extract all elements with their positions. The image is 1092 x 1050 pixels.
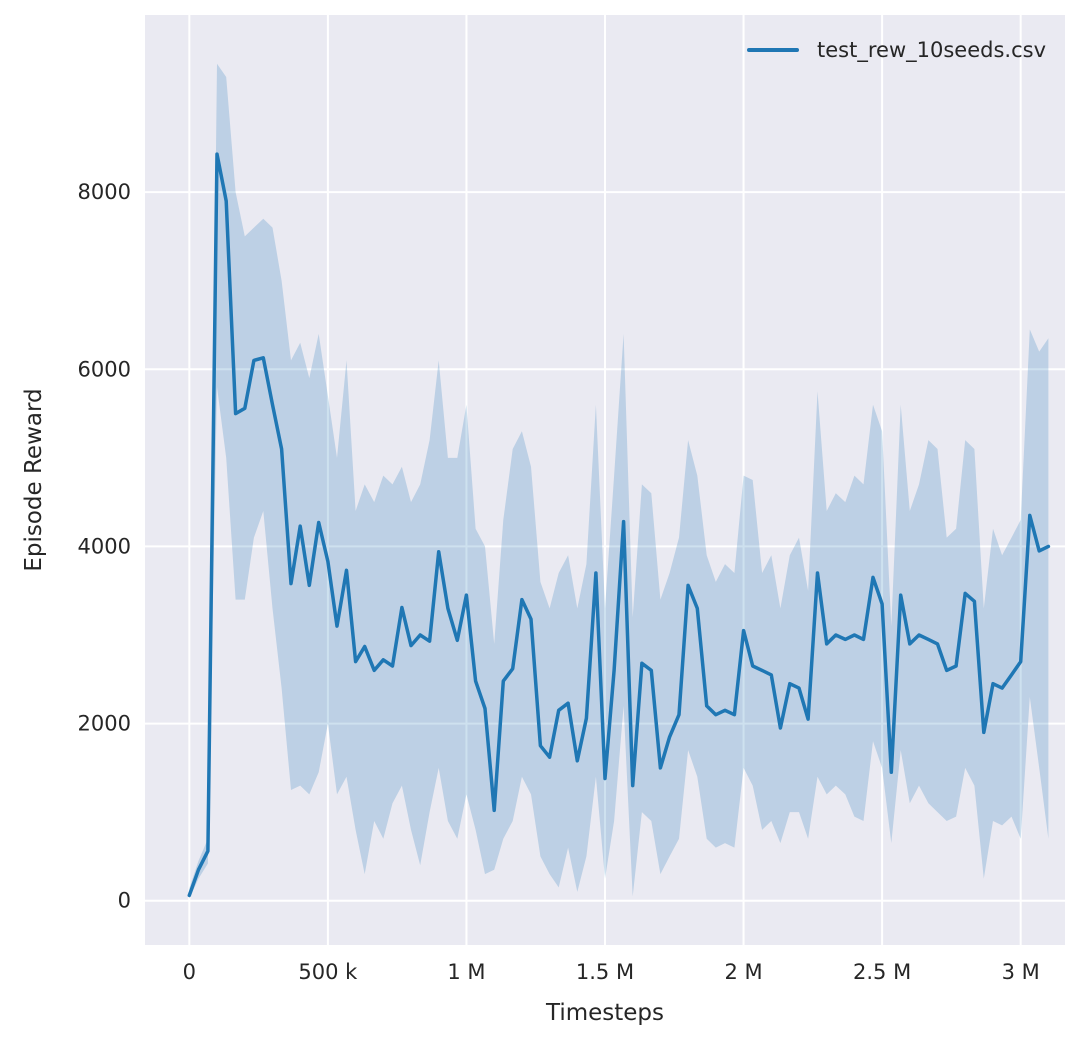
y-tick-label: 6000 — [78, 357, 131, 381]
x-tick-label: 2 M — [724, 960, 762, 984]
y-tick-label: 2000 — [78, 712, 131, 736]
y-tick-label: 0 — [118, 889, 131, 913]
x-axis-label: Timesteps — [545, 1000, 665, 1026]
mean-line — [187, 152, 1051, 898]
y-tick-label: 4000 — [78, 534, 131, 558]
legend: test_rew_10seeds.csv — [747, 38, 1046, 62]
x-tick-label: 2.5 M — [853, 960, 911, 984]
x-tick-label: 0 — [183, 960, 196, 984]
y-tick-label: 8000 — [78, 180, 131, 204]
x-tick-label: 1 M — [447, 960, 485, 984]
legend-line-swatch — [747, 48, 800, 52]
x-tick-label: 1.5 M — [576, 960, 634, 984]
x-tick-label: 3 M — [1002, 960, 1040, 984]
x-tick-label: 500 k — [298, 960, 358, 984]
legend-label: test_rew_10seeds.csv — [817, 38, 1046, 62]
y-axis-label: Episode Reward — [21, 388, 47, 572]
confidence-band — [189, 63, 1049, 899]
